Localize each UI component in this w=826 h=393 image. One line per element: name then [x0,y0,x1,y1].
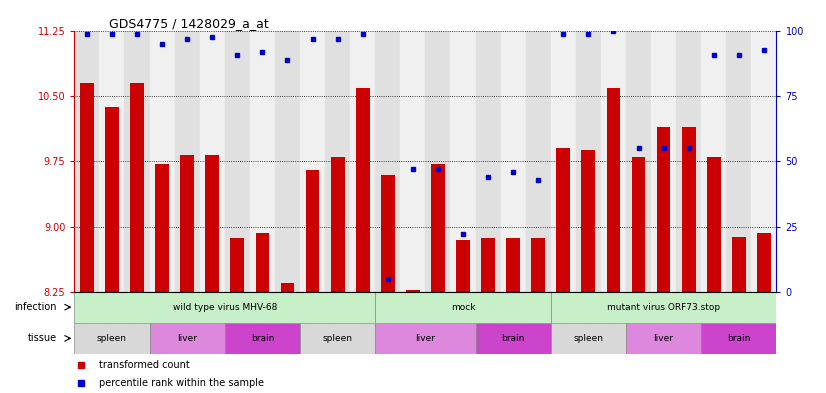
Bar [155,164,169,292]
Bar [406,290,420,292]
Bar [381,174,395,292]
Text: GDS4775 / 1428029_a_at: GDS4775 / 1428029_a_at [109,17,269,30]
Bar [476,323,551,354]
Bar [74,323,150,354]
Text: liver: liver [415,334,435,343]
Text: spleen: spleen [573,334,603,343]
Bar [681,127,695,292]
Bar [551,323,626,354]
Text: liver: liver [178,334,197,343]
Bar [557,149,570,292]
Bar [551,292,776,323]
Text: percentile rank within the sample: percentile rank within the sample [99,378,264,388]
Bar [757,233,771,292]
Bar [225,323,300,354]
Bar [431,164,445,292]
Bar [450,31,476,292]
Bar [150,31,174,292]
Bar [606,88,620,292]
Text: mock: mock [451,303,475,312]
Bar [531,238,545,292]
Bar [325,31,350,292]
Bar [456,239,470,292]
Bar [249,31,275,292]
Text: spleen: spleen [97,334,127,343]
Text: tissue: tissue [27,333,57,343]
Bar [501,31,525,292]
Bar [330,157,344,292]
Bar [206,155,219,292]
Bar [551,31,576,292]
Bar [601,31,626,292]
Bar [375,323,476,354]
Bar [657,127,671,292]
Bar [150,323,225,354]
Bar [626,323,701,354]
Text: spleen: spleen [323,334,353,343]
Text: transformed count: transformed count [99,360,190,370]
Bar [105,107,119,292]
Bar [300,323,375,354]
Bar [356,88,369,292]
Bar [99,31,125,292]
Bar [651,31,676,292]
Bar [732,237,746,292]
Bar [230,238,244,292]
Bar [506,238,520,292]
Bar [275,31,300,292]
Text: brain: brain [727,334,751,343]
Bar [300,31,325,292]
Bar [707,157,720,292]
Bar [200,31,225,292]
Bar [174,31,200,292]
Text: brain: brain [501,334,525,343]
Bar [752,31,776,292]
Bar [375,292,551,323]
Bar [425,31,450,292]
Text: liver: liver [653,334,673,343]
Text: mutant virus ORF73.stop: mutant virus ORF73.stop [607,303,720,312]
Text: brain: brain [251,334,274,343]
Bar [632,157,645,292]
Text: wild type virus MHV-68: wild type virus MHV-68 [173,303,277,312]
Bar [281,283,294,292]
Bar [306,170,320,292]
Bar [180,155,194,292]
Bar [350,31,375,292]
Bar [476,31,501,292]
Bar [676,31,701,292]
Bar [74,292,375,323]
Text: infection: infection [14,302,57,312]
Bar [701,323,776,354]
Bar [74,31,99,292]
Bar [525,31,551,292]
Bar [582,150,596,292]
Bar [255,233,269,292]
Bar [125,31,150,292]
Bar [375,31,401,292]
Bar [726,31,752,292]
Bar [401,31,425,292]
Bar [626,31,651,292]
Bar [576,31,601,292]
Bar [482,238,495,292]
Bar [225,31,249,292]
Bar [131,83,144,292]
Bar [80,83,94,292]
Bar [701,31,726,292]
